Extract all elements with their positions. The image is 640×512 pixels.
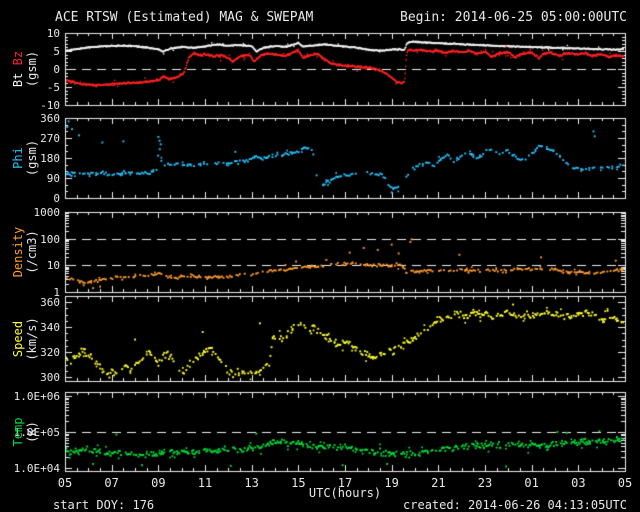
x-tick-label: 13 bbox=[244, 476, 259, 490]
x-axis-label: UTC(hours) bbox=[308, 486, 382, 500]
begin-timestamp: Begin: 2014-06-25 05:00:00UTC bbox=[400, 10, 627, 25]
y-tick-label: 0 bbox=[53, 63, 60, 76]
panel-y-label-name: Bt Bz bbox=[11, 50, 25, 88]
panel-y-label-name: Speed bbox=[11, 320, 25, 357]
y-tick-label: 1000 bbox=[33, 206, 61, 219]
y-tick-label: 100 bbox=[40, 232, 60, 246]
chart-title: ACE RTSW (Estimated) MAG & SWEPAM bbox=[55, 10, 314, 25]
start-doy-label: start DOY: 176 bbox=[53, 498, 155, 512]
y-tick-label: 1.0E+04 bbox=[13, 462, 60, 475]
y-tick-label: 1 bbox=[53, 286, 60, 299]
y-tick-label: 360 bbox=[40, 296, 60, 309]
panel-y-label: Density (/cm3) bbox=[11, 227, 39, 278]
created-timestamp: created: 2014-06-26 04:13:05UTC bbox=[403, 498, 627, 512]
y-tick-label: 300 bbox=[40, 371, 60, 384]
y-tick-label: 90 bbox=[46, 171, 60, 185]
x-tick-label: 23 bbox=[477, 476, 493, 490]
y-tick-label: -5 bbox=[46, 81, 60, 94]
panel-y-label-unit: (km/s) bbox=[25, 316, 39, 361]
y-tick-label: 1.0E+06 bbox=[13, 390, 60, 403]
x-tick-label: 11 bbox=[197, 476, 213, 490]
panel-y-label-unit: (/cm3) bbox=[25, 230, 39, 274]
x-tick-label: 01 bbox=[524, 476, 539, 490]
y-tick-label: 340 bbox=[40, 321, 60, 334]
x-tick-label: 17 bbox=[337, 476, 353, 490]
x-tick-label: 05 bbox=[617, 476, 633, 490]
panel-y-label-unit: (gsm) bbox=[25, 50, 39, 88]
x-tick-label: 19 bbox=[384, 476, 399, 490]
panel-y-label-unit: (gsm) bbox=[25, 139, 39, 177]
y-tick-label: 360 bbox=[40, 112, 60, 125]
panel-y-label: Speed (km/s) bbox=[11, 317, 39, 360]
x-tick-label: 07 bbox=[104, 476, 119, 490]
y-tick-label: 10 bbox=[46, 259, 60, 273]
y-tick-label: 270 bbox=[40, 131, 60, 145]
y-tick-label: 180 bbox=[40, 151, 60, 165]
x-tick-label: 05 bbox=[57, 476, 73, 490]
panel-y-label-unit: (K) bbox=[25, 420, 39, 443]
x-tick-label: 15 bbox=[291, 476, 306, 490]
panel-y-label: Temp (K) bbox=[11, 417, 39, 446]
y-tick-label: 5 bbox=[53, 45, 60, 58]
y-tick-label: 10 bbox=[46, 27, 60, 40]
panel-y-label-name: Phi bbox=[11, 147, 25, 169]
y-tick-label: -10 bbox=[40, 99, 60, 112]
x-tick-label: 21 bbox=[431, 476, 446, 490]
x-tick-label: 09 bbox=[151, 476, 166, 490]
y-tick-label: 0 bbox=[53, 191, 60, 205]
x-tick-label: 03 bbox=[571, 476, 586, 490]
panel-y-label: Phi (gsm) bbox=[11, 140, 39, 176]
panel-y-label: Bt Bz (gsm) bbox=[11, 51, 39, 87]
y-tick-label: 320 bbox=[40, 346, 60, 359]
panel-y-label-name: Temp bbox=[11, 417, 25, 446]
panel-y-label-name: Density bbox=[11, 226, 25, 278]
y-tick-label: 1.0E+05 bbox=[13, 426, 60, 439]
